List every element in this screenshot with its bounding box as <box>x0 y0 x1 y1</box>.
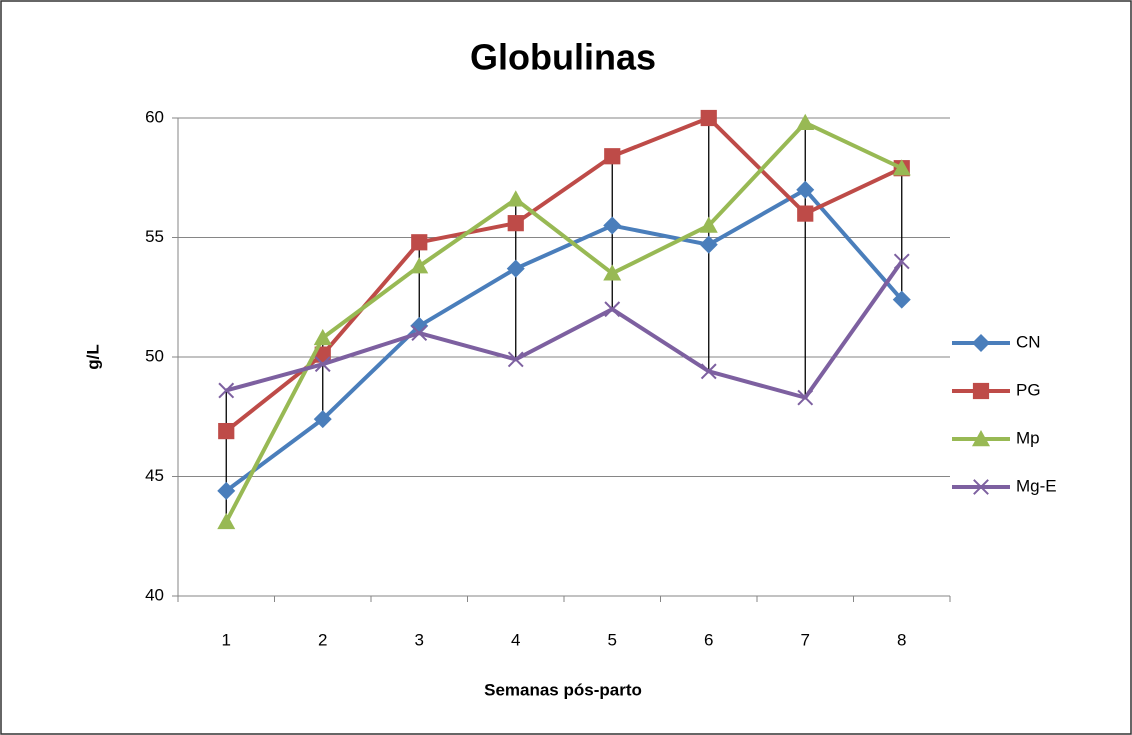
y-tick-label: 45 <box>145 466 164 485</box>
point-marker <box>699 216 718 233</box>
legend-marker <box>973 479 989 495</box>
x-tick-label: 7 <box>801 630 810 649</box>
legend-label: Mp <box>1016 428 1040 447</box>
point-marker <box>893 253 910 270</box>
chart-title: Globulinas <box>470 37 656 78</box>
legend-marker <box>972 334 990 352</box>
series-line <box>224 120 903 523</box>
point-marker <box>218 382 235 399</box>
point-marker <box>797 389 814 406</box>
point-marker <box>217 481 236 500</box>
point-marker <box>700 363 717 380</box>
point-marker <box>699 235 718 254</box>
legend-marker <box>972 430 990 447</box>
point-marker <box>603 264 622 281</box>
x-axis-label: Semanas pós-parto <box>484 680 642 699</box>
point-marker <box>796 180 815 199</box>
point-marker <box>892 159 911 176</box>
point-marker <box>411 234 428 251</box>
x-tick-label: 8 <box>897 630 906 649</box>
point-marker <box>506 190 525 207</box>
x-tick-label: 3 <box>415 630 424 649</box>
point-marker <box>604 148 621 165</box>
point-marker <box>313 328 332 346</box>
point-marker <box>314 346 331 363</box>
point-marker <box>700 109 717 127</box>
x-tick-label: 6 <box>704 630 713 649</box>
x-tick-label: 1 <box>222 630 231 649</box>
y-axis-label: g/L <box>83 344 102 370</box>
point-marker <box>603 216 622 235</box>
legend-label: CN <box>1016 332 1041 351</box>
point-marker <box>314 356 331 373</box>
point-marker <box>410 316 429 335</box>
legend-label: Mg-E <box>1016 476 1057 495</box>
point-marker <box>217 512 236 530</box>
point-marker <box>507 215 524 232</box>
point-marker <box>796 113 815 130</box>
y-tick-label: 40 <box>145 585 164 604</box>
point-marker <box>218 422 235 440</box>
legend-marker <box>972 382 990 400</box>
x-tick-label: 2 <box>318 630 327 649</box>
point-marker <box>604 301 621 318</box>
point-marker <box>797 205 814 222</box>
legend-label: PG <box>1016 380 1041 399</box>
point-marker <box>892 290 911 309</box>
y-tick-label: 60 <box>145 107 164 126</box>
y-tick-label: 50 <box>145 346 164 365</box>
x-tick-label: 5 <box>608 630 617 649</box>
series-line <box>225 260 904 400</box>
point-marker <box>506 259 525 278</box>
point-marker <box>507 351 524 368</box>
point-marker <box>313 410 332 429</box>
point-marker <box>411 325 428 342</box>
point-marker <box>410 257 429 274</box>
y-tick-label: 55 <box>145 227 164 246</box>
x-tick-label: 4 <box>511 630 520 649</box>
series-line <box>225 116 903 433</box>
